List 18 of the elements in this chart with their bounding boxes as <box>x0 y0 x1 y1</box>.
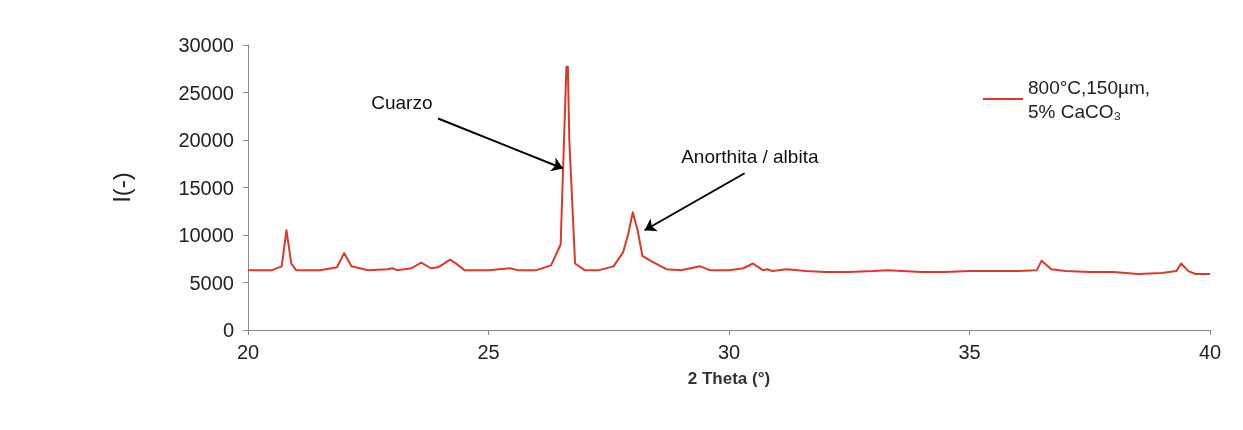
x-axis-title: 2 Theta (°) <box>687 369 771 388</box>
line-series <box>247 65 1211 275</box>
annotation: Cuarzo <box>371 92 433 114</box>
y-axis-title: I(-) <box>107 172 135 203</box>
y-tick-label: 10000 <box>178 224 234 246</box>
y-tick-label: 30000 <box>178 34 234 56</box>
y-tick-label: 15000 <box>178 176 234 199</box>
x-tick-label: 25 <box>477 341 500 363</box>
y-tick-label: 25000 <box>178 81 234 104</box>
x-tick-label: 30 <box>717 341 741 363</box>
legend-label: 800°C,150µm, 5% CaCO₃ <box>1028 76 1156 122</box>
annotation: Anorthita / albita <box>681 146 819 168</box>
y-tick-label: 20000 <box>178 129 234 151</box>
x-tick-label: 35 <box>958 341 981 363</box>
y-tick-label: 0 <box>222 319 234 341</box>
x-tick-label: 20 <box>236 341 260 363</box>
y-tick-label: 5000 <box>189 271 234 294</box>
x-tick-label: 40 <box>1198 341 1222 363</box>
